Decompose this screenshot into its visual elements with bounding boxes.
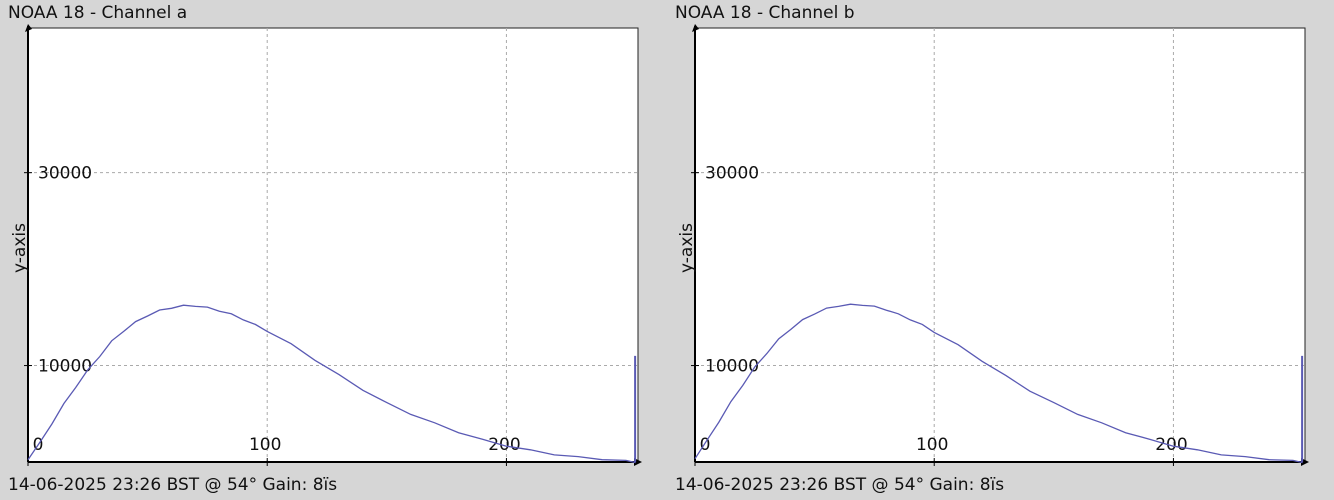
chart-footer: 14-06-2025 23:26 BST @ 54° Gain: 8ïs <box>8 475 338 495</box>
chart-title: NOAA 18 - Channel b <box>675 3 855 23</box>
y-tick-label: 30000 <box>38 164 92 184</box>
x-tick-label: 100 <box>249 435 281 455</box>
y-tick-label: 10000 <box>38 357 92 377</box>
y-axis-arrow <box>692 24 699 32</box>
chart-title: NOAA 18 - Channel a <box>8 3 188 23</box>
y-tick-label: 30000 <box>705 164 759 184</box>
series-line <box>694 303 1303 464</box>
x-tick-label: 0 <box>700 435 711 455</box>
chart-panel-a: NOAA 18 - Channel a 0 100 200 10000 30000 y-… <box>0 0 650 500</box>
chart-footer: 14-06-2025 23:26 BST @ 54° Gain: 8ïs <box>675 475 1005 495</box>
series-line <box>27 304 636 464</box>
plot-background <box>27 27 639 463</box>
plot-background <box>694 27 1306 463</box>
y-axis-label: y-axis <box>677 223 697 273</box>
y-tick-label: 10000 <box>705 357 759 377</box>
chart-panel-b: NOAA 18 - Channel b 0 100 200 10000 30000 y-… <box>667 0 1317 500</box>
x-tick-label: 100 <box>916 435 948 455</box>
y-axis-arrow <box>25 24 32 32</box>
y-axis-label: y-axis <box>10 223 30 273</box>
